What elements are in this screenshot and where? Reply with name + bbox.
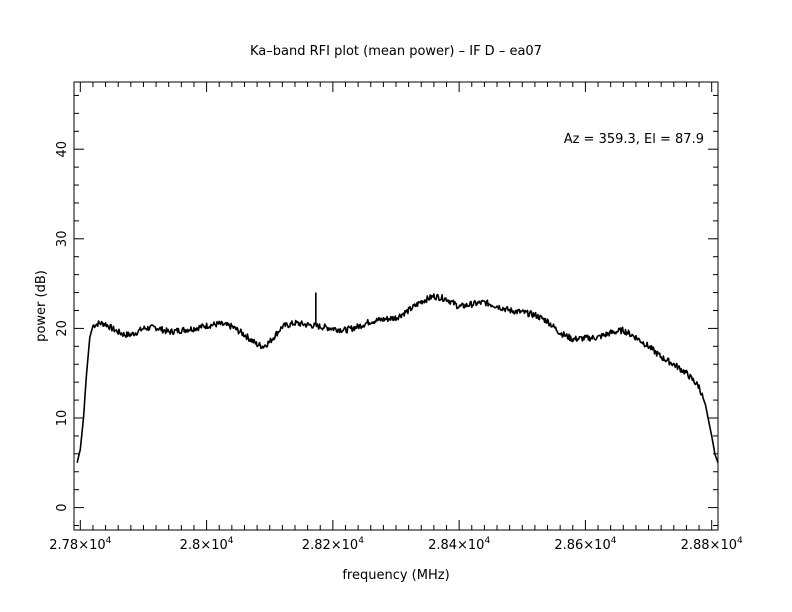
y-axis-ticks [74,94,718,527]
x-tick-label: 2.78×104 [49,536,111,553]
x-tick-label: 2.86×104 [554,536,616,553]
az-el-annotation: Az = 359.3, El = 87.9 [564,132,704,147]
x-tick-label: 2.84×104 [428,536,490,553]
power-series-line [76,293,719,464]
y-axis-label: power (dB) [34,270,49,342]
plot-frame [73,81,719,531]
x-tick-label: 2.8×104 [180,536,234,553]
x-axis-label: frequency (MHz) [342,568,449,583]
x-axis-ticks [79,82,713,530]
y-tick-label: 30 [55,231,70,248]
x-tick-label: 2.88×104 [681,536,743,553]
chart-title: Ka–band RFI plot (mean power) – IF D – e… [250,44,542,59]
y-tick-label: 20 [55,320,70,337]
y-axis-tick-labels: 0 10 20 30 40 [55,141,70,512]
y-tick-label: 10 [55,410,70,427]
x-axis-tick-labels: 2.78×104 2.8×104 2.82×104 2.84×104 2.86×104 2… [49,536,743,553]
y-tick-label: 0 [55,503,70,511]
y-tick-label: 40 [55,141,70,158]
x-tick-label: 2.82×104 [302,536,364,553]
